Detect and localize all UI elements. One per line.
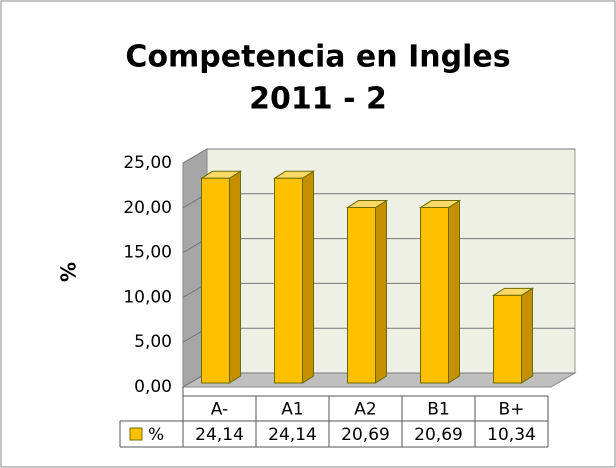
grid-line-side	[182, 148, 208, 164]
y-axis-label: %	[57, 262, 81, 282]
bar-front	[493, 294, 522, 384]
bar-side	[229, 170, 241, 384]
bar-side	[302, 170, 314, 384]
x-tick-label: A1	[281, 400, 303, 420]
data-label: 24,14	[195, 425, 244, 445]
x-tick-label: B+	[499, 400, 525, 420]
y-tick-label: 5,00	[134, 332, 172, 352]
y-tick-label: 25,00	[123, 153, 172, 173]
bar-side	[521, 287, 533, 384]
data-label: 24,14	[268, 425, 317, 445]
data-label: 10,34	[487, 425, 536, 445]
legend-swatch	[129, 427, 143, 441]
bar	[418, 199, 462, 384]
x-tick-label: B1	[427, 400, 449, 420]
bar-front	[274, 177, 303, 384]
bar	[272, 170, 316, 384]
y-tick-label: 10,00	[123, 287, 172, 307]
bar-side	[375, 199, 387, 384]
bar-front	[347, 207, 376, 384]
bar	[199, 170, 243, 384]
y-tick-label: 0,00	[134, 377, 172, 397]
bar	[345, 199, 389, 384]
chart-title: Competencia en Ingles	[125, 40, 510, 75]
x-tick-label: A-	[211, 400, 228, 420]
y-tick-label: 20,00	[123, 198, 172, 218]
legend-label: %	[148, 425, 164, 445]
data-label: 20,69	[414, 425, 463, 445]
bar-front	[420, 207, 449, 384]
data-label: 20,69	[341, 425, 390, 445]
bar	[491, 287, 535, 384]
bar-front	[201, 177, 230, 384]
y-tick-label: 15,00	[123, 243, 172, 263]
x-tick-label: A2	[354, 400, 376, 420]
chart-subtitle: 2011 - 2	[249, 82, 387, 117]
bar-side	[448, 199, 460, 384]
